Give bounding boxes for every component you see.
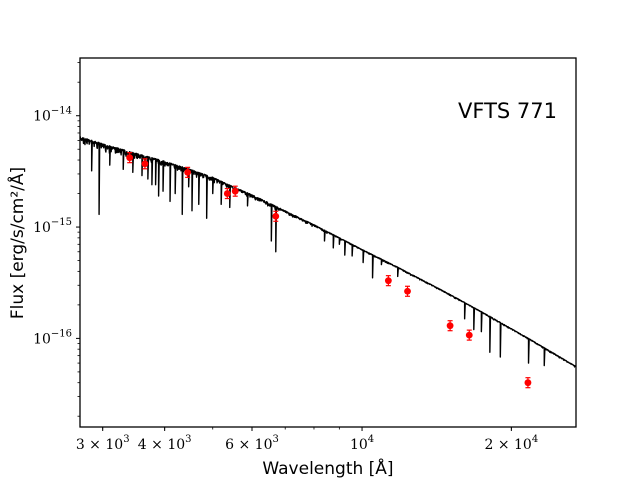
photometry-point <box>465 329 473 341</box>
x-tick-label: 104 <box>350 434 374 453</box>
photometry-point <box>184 166 192 178</box>
photometry-point <box>272 210 280 222</box>
photometry-point <box>231 185 239 197</box>
photometry-point <box>446 320 454 332</box>
plot-frame <box>79 57 577 428</box>
model-spectrum-layer <box>79 136 577 368</box>
x-tick-label: 6 × 103 <box>225 434 279 453</box>
photometry-point <box>524 377 532 389</box>
photometry-point <box>126 152 134 164</box>
x-axis-title: Wavelength [Å] <box>262 457 393 479</box>
photometry-layer <box>126 152 532 389</box>
x-tick-label: 2 × 104 <box>484 434 538 453</box>
y-tick-label: 10−16 <box>33 328 72 347</box>
x-tick-label: 4 × 103 <box>138 434 192 453</box>
photometry-point <box>404 285 411 297</box>
y-tick-label: 10−14 <box>33 106 72 125</box>
photometry-point <box>384 275 392 287</box>
model-spectrum-line <box>79 136 577 368</box>
y-tick-label: 10−15 <box>33 217 72 236</box>
photometry-point <box>223 187 231 200</box>
x-tick-label: 3 × 103 <box>76 434 130 453</box>
photometry-point <box>141 158 149 170</box>
y-axis-title: Flux [erg/s/cm²/Å] <box>6 167 28 319</box>
axis-ticks: 3 × 103 4 × 103 6 × 103 104 2 × 104 10−16 10−1… <box>33 62 538 453</box>
annotation-label: VFTS 771 <box>458 99 557 123</box>
